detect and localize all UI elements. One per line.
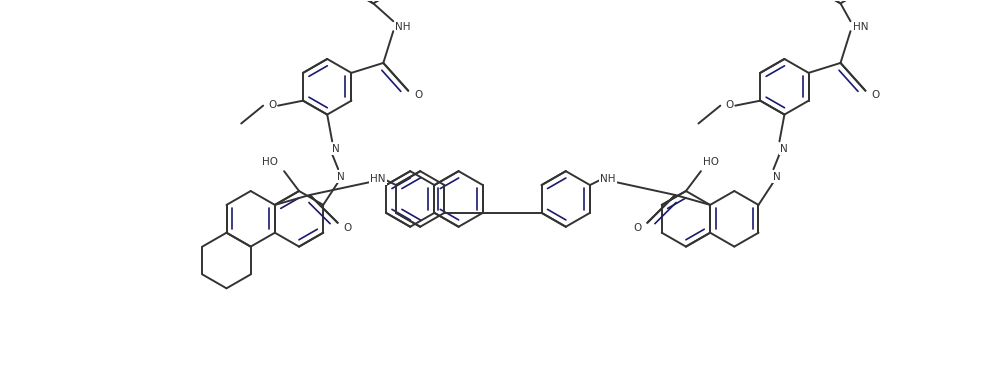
Text: HN: HN [853,22,869,32]
Text: N: N [332,144,340,154]
Text: NH: NH [600,174,615,184]
Text: O: O [414,90,422,100]
Text: N: N [337,172,345,182]
Text: HO: HO [703,157,719,167]
Text: NH: NH [395,22,411,32]
Text: O: O [872,90,880,100]
Text: HO: HO [262,157,278,167]
Text: O: O [633,223,642,233]
Text: O: O [268,99,276,110]
Text: HN: HN [371,174,386,184]
Text: N: N [773,172,780,182]
Text: O: O [726,99,734,110]
Text: O: O [343,223,352,233]
Text: N: N [780,144,787,154]
